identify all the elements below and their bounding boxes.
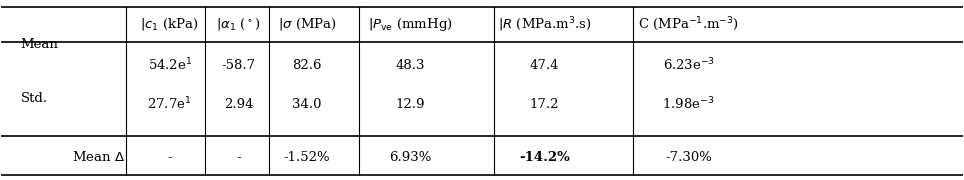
Text: -: - (236, 151, 241, 164)
Text: -14.2%: -14.2% (519, 151, 570, 164)
Text: 82.6: 82.6 (292, 59, 322, 72)
Text: -58.7: -58.7 (222, 59, 255, 72)
Text: 34.0: 34.0 (292, 98, 322, 111)
Text: 6.23e$^{-3}$: 6.23e$^{-3}$ (662, 57, 714, 73)
Text: 1.98e$^{-3}$: 1.98e$^{-3}$ (662, 96, 715, 112)
Text: 48.3: 48.3 (395, 59, 425, 72)
Text: $|R$ (MPa.m$^3$.s): $|R$ (MPa.m$^3$.s) (497, 15, 591, 34)
Text: Mean: Mean (20, 38, 59, 51)
Text: Mean $\Delta$: Mean $\Delta$ (72, 150, 125, 164)
Text: 54.2e$^1$: 54.2e$^1$ (147, 57, 192, 73)
Text: -: - (168, 151, 172, 164)
Text: $|P_{\rm ve}$ (mmHg): $|P_{\rm ve}$ (mmHg) (367, 16, 452, 33)
Text: 12.9: 12.9 (395, 98, 425, 111)
Text: -1.52%: -1.52% (283, 151, 331, 164)
Text: 47.4: 47.4 (530, 59, 559, 72)
Text: 2.94: 2.94 (224, 98, 254, 111)
Text: 6.93%: 6.93% (388, 151, 431, 164)
Text: 27.7e$^1$: 27.7e$^1$ (147, 96, 192, 112)
Text: $|c_1$ (kPa): $|c_1$ (kPa) (141, 16, 199, 32)
Text: $|\sigma$ (MPa): $|\sigma$ (MPa) (278, 16, 336, 32)
Text: $|\alpha_1$ ($^\circ$): $|\alpha_1$ ($^\circ$) (216, 16, 261, 32)
Text: 17.2: 17.2 (530, 98, 559, 111)
Text: C (MPa$^{-1}$.m$^{-3}$): C (MPa$^{-1}$.m$^{-3}$) (638, 16, 739, 33)
Text: Std.: Std. (20, 92, 48, 105)
Text: -7.30%: -7.30% (665, 151, 712, 164)
